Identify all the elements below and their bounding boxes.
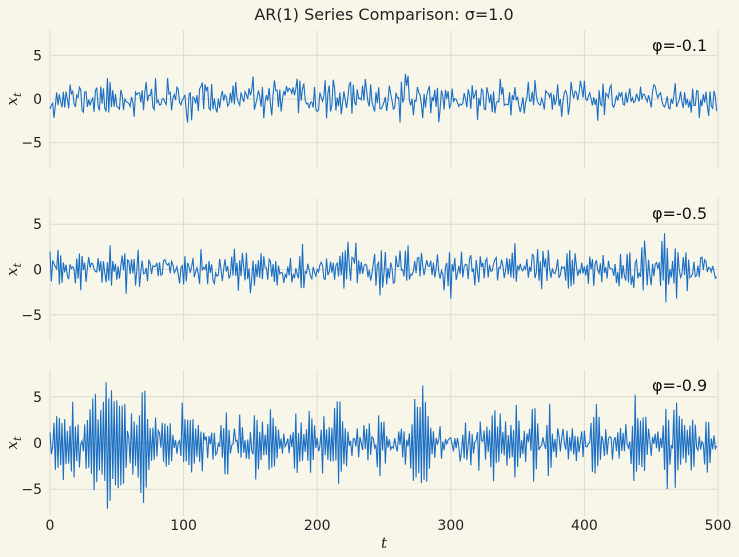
panel-2-ytick-label-2: −5 [21, 308, 42, 324]
panel-3-ytick-label-0: 5 [33, 390, 42, 406]
panel-1-ytick-label-2: −5 [21, 136, 42, 152]
panel-3-annotation: φ=-0.9 [652, 376, 707, 395]
panel-2-y-axis-label: xt [3, 262, 24, 275]
panel-3-y-axis-label: xt [3, 436, 24, 449]
panel-1-grid [49, 30, 719, 168]
panel-2-ytick-label-0: 5 [33, 217, 42, 233]
x-tick-label-2: 200 [304, 518, 331, 534]
x-tick-label-3: 300 [437, 518, 464, 534]
x-tick-label-1: 100 [170, 518, 197, 534]
chart-title: AR(1) Series Comparison: σ=1.0 [254, 5, 513, 24]
panel-2-series-line [49, 233, 718, 303]
panel-1-ytick-label-1: 0 [33, 92, 42, 108]
panel-3: 5 0 −5 xt φ=-0.9 [3, 370, 719, 516]
panel-3-series-line [49, 382, 718, 509]
panel-2-annotation: φ=-0.5 [652, 204, 707, 223]
panel-1-series-line [49, 73, 718, 123]
x-axis-label: t [381, 534, 388, 552]
panel-2-ytick-label-1: 0 [33, 263, 42, 279]
x-tick-label-5: 500 [705, 518, 732, 534]
panel-3-ytick-label-2: −5 [21, 482, 42, 498]
panel-2: 5 0 −5 xt φ=-0.5 [3, 198, 719, 341]
panel-1-ytick-label-0: 5 [33, 48, 42, 64]
panels-group: 5 0 −5 xt φ=-0.1 5 0 −5 xt φ=-0.5 5 0 −5 xt φ=-0.9 0 100… [3, 30, 731, 534]
x-tick-label-4: 400 [571, 518, 598, 534]
x-tick-label-0: 0 [46, 518, 55, 534]
panel-1-annotation: φ=-0.1 [652, 36, 707, 55]
panel-1: 5 0 −5 xt φ=-0.1 [3, 30, 719, 168]
panel-3-ytick-label-1: 0 [33, 436, 42, 452]
panel-1-y-axis-label: xt [3, 92, 24, 105]
